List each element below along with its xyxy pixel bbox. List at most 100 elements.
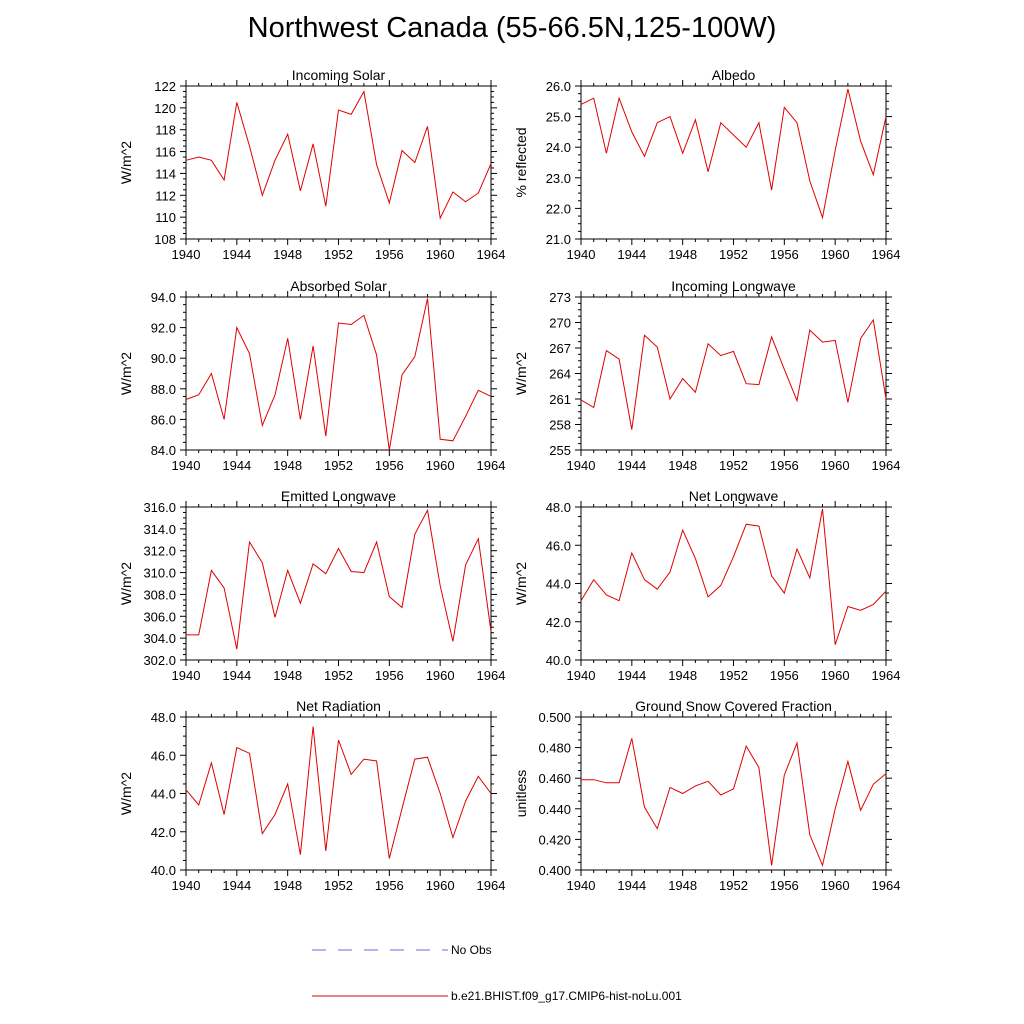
x-tick-label: 1964 xyxy=(477,668,506,683)
y-tick-label: 264 xyxy=(549,367,571,382)
x-tick-label: 1952 xyxy=(324,878,353,893)
y-tick-label: 120 xyxy=(154,101,176,116)
x-tick-label: 1940 xyxy=(567,458,596,473)
y-tick-label: 25.0 xyxy=(546,110,571,125)
y-tick-label: 92.0 xyxy=(151,321,176,336)
y-tick-label: 48.0 xyxy=(546,500,571,515)
y-tick-label: 44.0 xyxy=(151,787,176,802)
y-tick-label: 273 xyxy=(549,290,571,305)
x-tick-label: 1960 xyxy=(821,247,850,262)
chart-panel-6: Net Longwave W/m^2 1940 1944 1948 1952 1956 196… xyxy=(513,488,900,683)
y-axis-label: W/m^2 xyxy=(513,352,529,395)
y-tick-label: 90.0 xyxy=(151,351,176,366)
x-tick-label: 1956 xyxy=(770,458,799,473)
x-tick-label: 1944 xyxy=(617,668,646,683)
x-tick-label: 1948 xyxy=(273,878,302,893)
x-tick-label: 1952 xyxy=(324,458,353,473)
chart-title: Incoming Longwave xyxy=(671,278,796,294)
legend-obs-label: No Obs xyxy=(451,943,492,957)
y-tick-label: 0.480 xyxy=(538,741,571,756)
x-tick-label: 1956 xyxy=(770,878,799,893)
y-tick-label: 88.0 xyxy=(151,382,176,397)
chart-panel-3: Absorbed Solar W/m^2 1940 1944 1948 1952 1956 1… xyxy=(118,278,505,473)
y-axis-label: W/m^2 xyxy=(118,772,134,815)
x-tick-label: 1940 xyxy=(172,458,201,473)
x-tick-label: 1944 xyxy=(222,247,251,262)
x-tick-label: 1952 xyxy=(719,668,748,683)
y-tick-label: 42.0 xyxy=(546,615,571,630)
y-tick-label: 258 xyxy=(549,418,571,433)
chart-panel-8: Ground Snow Covered Fraction unitless 1940… xyxy=(513,698,900,893)
x-tick-label: 1944 xyxy=(617,878,646,893)
chart-panel-2: Albedo % reflected 1940 1944 1948 1952 1956 196… xyxy=(513,67,900,262)
x-tick-label: 1956 xyxy=(770,247,799,262)
y-tick-label: 86.0 xyxy=(151,412,176,427)
chart-title: Ground Snow Covered Fraction xyxy=(635,698,832,714)
y-tick-label: 304.0 xyxy=(143,631,176,646)
chart-title: Albedo xyxy=(712,67,756,83)
y-tick-label: 94.0 xyxy=(151,290,176,305)
y-tick-label: 310.0 xyxy=(143,566,176,581)
x-tick-label: 1948 xyxy=(668,247,697,262)
y-tick-label: 261 xyxy=(549,392,571,407)
series-line-1 xyxy=(580,318,887,430)
y-tick-label: 270 xyxy=(549,316,571,331)
y-tick-label: 308.0 xyxy=(143,587,176,602)
page-title: Northwest Canada (55-66.5N,125-100W) xyxy=(247,12,777,44)
x-tick-label: 1948 xyxy=(668,458,697,473)
chart-title: Net Radiation xyxy=(296,698,381,714)
x-tick-label: 1940 xyxy=(172,668,201,683)
x-tick-label: 1964 xyxy=(872,458,901,473)
chart-panel-5: Emitted Longwave W/m^2 1940 1944 1948 1952 195… xyxy=(118,488,505,683)
x-tick-label: 1960 xyxy=(426,668,455,683)
y-tick-label: 46.0 xyxy=(151,748,176,763)
y-tick-label: 122 xyxy=(154,79,176,94)
y-tick-label: 40.0 xyxy=(546,653,571,668)
x-tick-label: 1944 xyxy=(617,458,646,473)
chart-panel-7: Net Radiation W/m^2 1940 1944 1948 1952 1956 19… xyxy=(118,698,505,893)
x-tick-label: 1948 xyxy=(668,878,697,893)
y-axis-label: W/m^2 xyxy=(118,352,134,395)
x-tick-label: 1960 xyxy=(821,458,850,473)
series-line-1 xyxy=(186,508,492,650)
x-tick-label: 1956 xyxy=(770,668,799,683)
series-line-1 xyxy=(580,88,887,220)
x-tick-label: 1952 xyxy=(719,458,748,473)
chart-title: Absorbed Solar xyxy=(290,278,387,294)
y-tick-label: 116 xyxy=(155,145,176,160)
x-tick-label: 1952 xyxy=(719,878,748,893)
x-tick-label: 1964 xyxy=(872,878,901,893)
x-tick-label: 1944 xyxy=(617,247,646,262)
y-tick-label: 48.0 xyxy=(151,710,176,725)
x-tick-label: 1948 xyxy=(668,668,697,683)
y-tick-label: 0.500 xyxy=(538,710,571,725)
y-tick-label: 22.0 xyxy=(546,201,571,216)
x-tick-label: 1964 xyxy=(872,247,901,262)
y-tick-label: 46.0 xyxy=(546,538,571,553)
plot-frame xyxy=(185,85,492,240)
y-tick-label: 108 xyxy=(154,232,176,247)
x-tick-label: 1948 xyxy=(273,247,302,262)
y-tick-label: 316.0 xyxy=(143,500,176,515)
chart-title: Incoming Solar xyxy=(292,67,386,83)
y-tick-label: 110 xyxy=(155,210,176,225)
x-tick-label: 1944 xyxy=(222,458,251,473)
y-tick-label: 118 xyxy=(155,123,176,138)
x-tick-label: 1948 xyxy=(273,458,302,473)
y-tick-label: 255 xyxy=(549,443,571,458)
x-tick-label: 1964 xyxy=(477,878,506,893)
y-axis-label: % reflected xyxy=(513,127,529,197)
x-tick-label: 1960 xyxy=(821,878,850,893)
y-axis-label: unitless xyxy=(513,770,529,817)
x-tick-label: 1952 xyxy=(324,668,353,683)
y-tick-label: 112 xyxy=(155,188,176,203)
series-line-1 xyxy=(580,508,887,645)
x-tick-label: 1952 xyxy=(324,247,353,262)
y-tick-label: 267 xyxy=(549,341,571,356)
y-tick-label: 114 xyxy=(155,166,176,181)
y-axis-label: W/m^2 xyxy=(513,562,529,605)
x-tick-label: 1940 xyxy=(172,247,201,262)
y-tick-label: 306.0 xyxy=(143,609,176,624)
y-axis-label: W/m^2 xyxy=(118,141,134,184)
x-tick-label: 1944 xyxy=(222,668,251,683)
